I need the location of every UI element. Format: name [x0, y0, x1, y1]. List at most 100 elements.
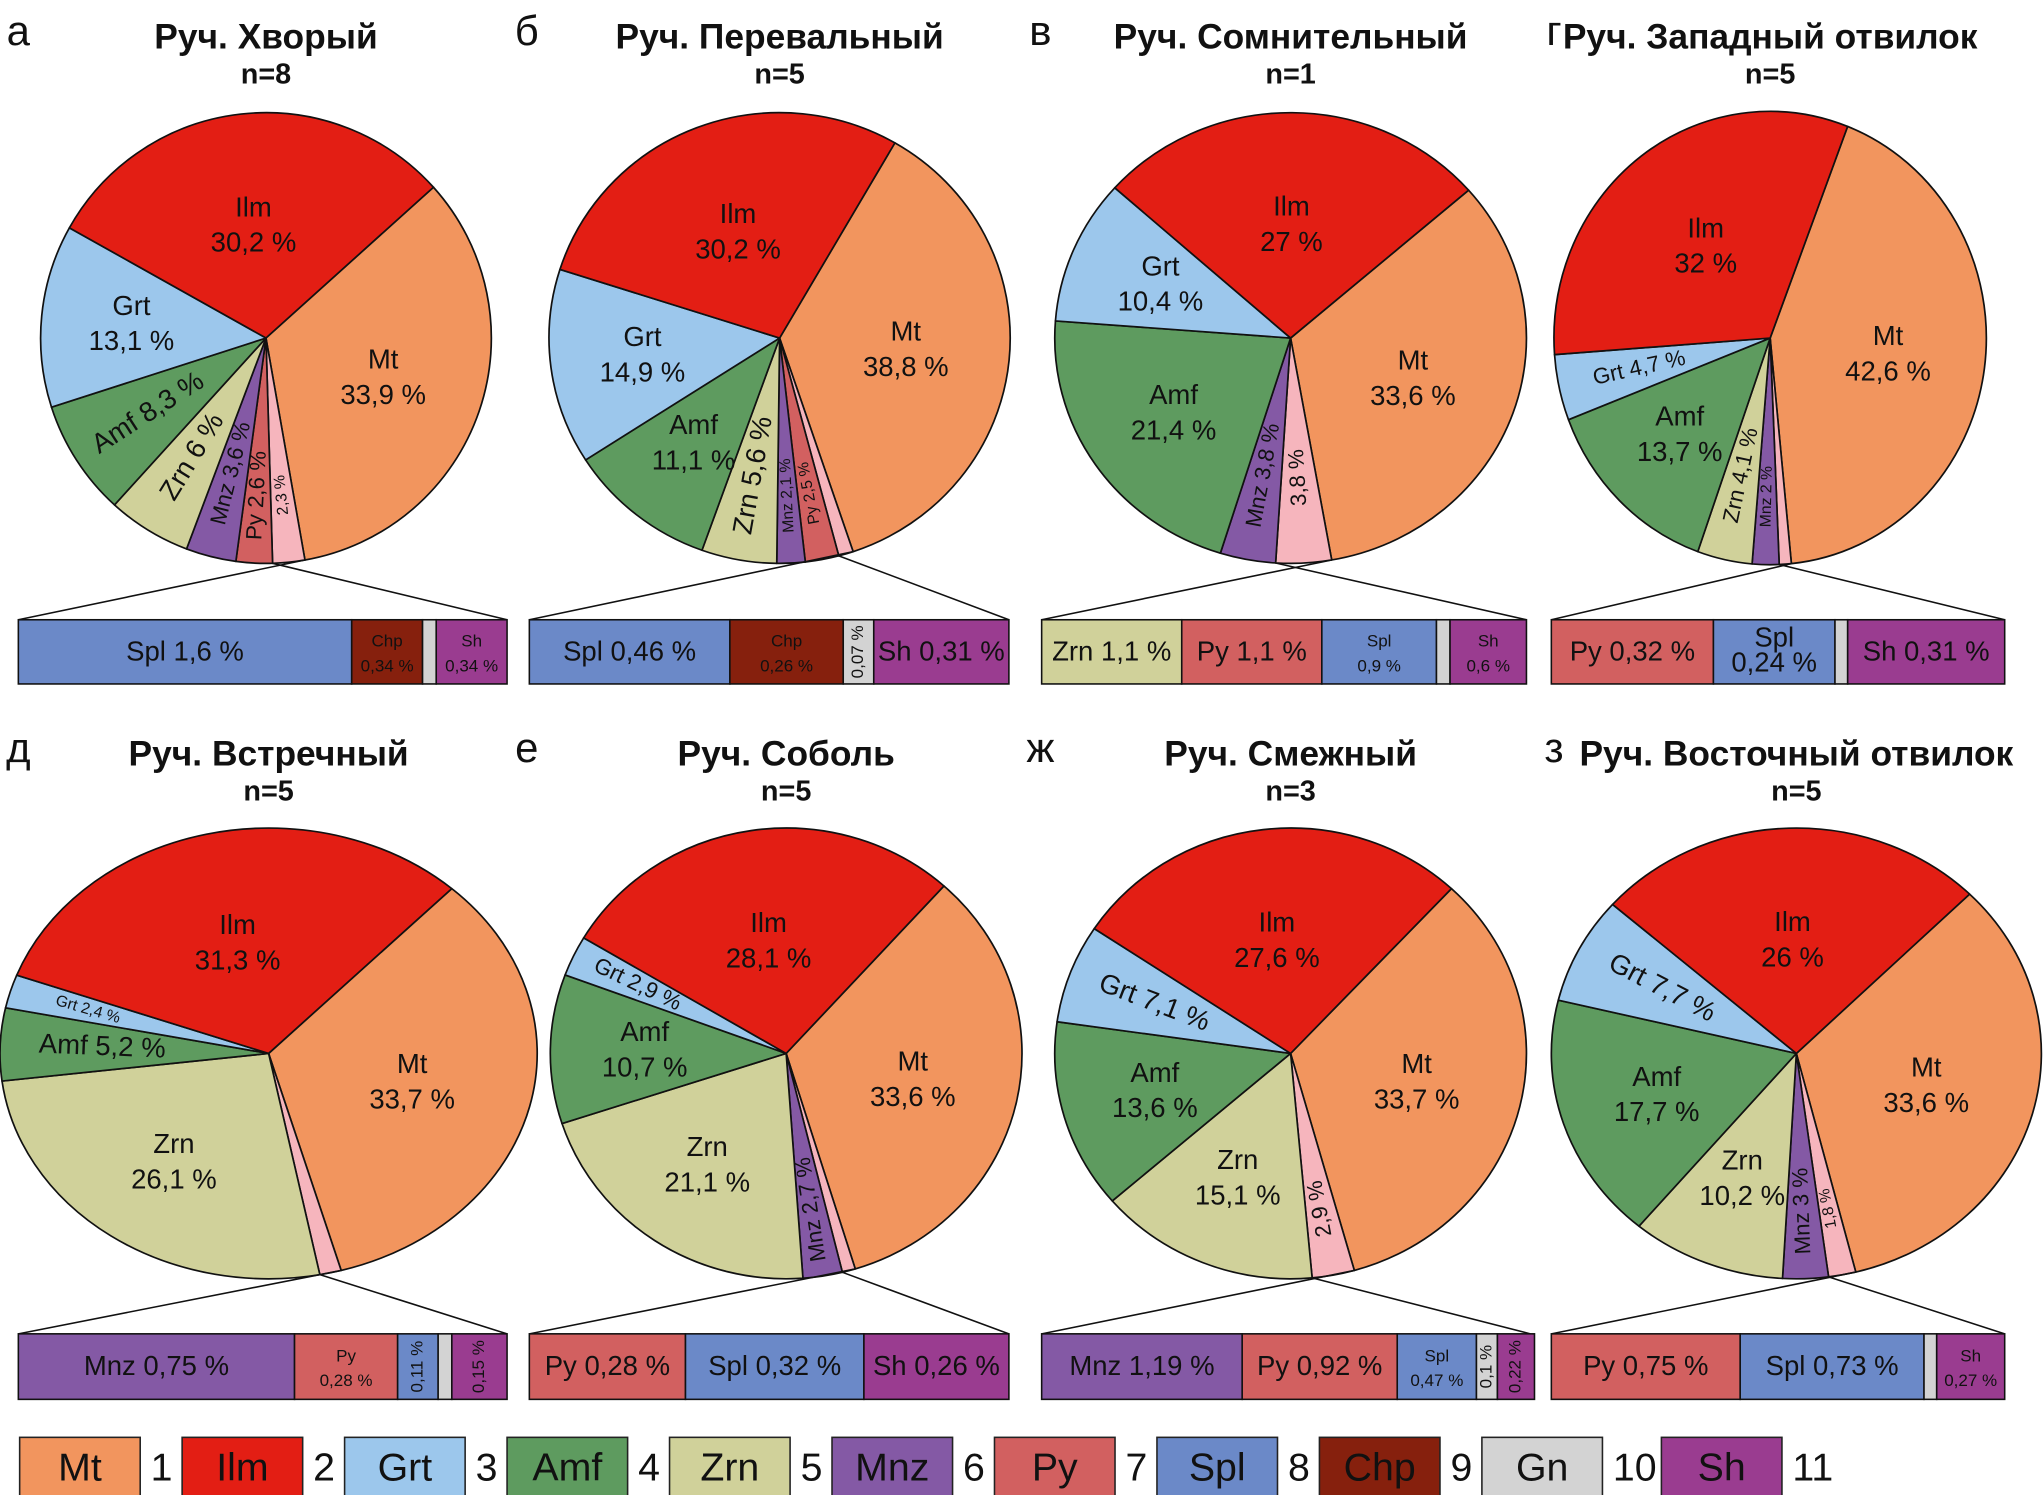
pie-slice-ilm	[1113, 111, 1470, 339]
slice-label: Mt 33,6 %	[1370, 345, 1456, 411]
bar-segment-label: Chp 0,26 %	[760, 632, 813, 676]
bar-segment-gn	[437, 1333, 453, 1401]
slice-label-value: 28,1 %	[726, 943, 812, 974]
connector-line-right	[1311, 1277, 1531, 1335]
slice-label-name: Mt	[1873, 320, 1904, 351]
bar-segment-label: Spl 0,46 %	[563, 635, 696, 666]
connector-line-left	[529, 550, 854, 621]
pie-slice-amf	[584, 337, 781, 552]
breakdown-bar: Spl 0,46 % Chp 0,26 % 0,07 % Sh 0,31 %	[528, 550, 1010, 685]
bar-label-line: 0,6 %	[1466, 657, 1510, 676]
connector-line-right	[319, 1273, 508, 1335]
slice-label: Mt 42,6 %	[1845, 320, 1931, 386]
pie-slice-ilm	[1093, 827, 1453, 1055]
bar-segment-sh	[1449, 618, 1528, 685]
pie-slice-grt	[1557, 903, 1798, 1055]
legend-number: 2	[313, 1445, 335, 1489]
legend-item-chp: Chp 9	[1318, 1436, 1472, 1495]
pie-slice-ilm	[582, 827, 945, 1055]
legend-label: Py	[1032, 1445, 1078, 1489]
slice-label-name: Ilm	[720, 198, 757, 229]
slice-label-name: Mt	[397, 1048, 428, 1079]
bar-segment-mnz	[1040, 1333, 1243, 1401]
panel-title: Руч. Встречный	[129, 734, 409, 773]
bar-segment-label: Sh 0,6 %	[1466, 632, 1510, 676]
bar-label-line: 0,34 %	[361, 657, 414, 676]
slice-label-name: Amf	[1130, 1057, 1179, 1088]
breakdown-bar: Zrn 1,1 % Py 1,1 % Spl 0,9 % Sh 0,6 %	[1040, 559, 1528, 685]
slice-label-value: 17,7 %	[1614, 1096, 1700, 1127]
slice-label-value: 10,7 %	[602, 1051, 688, 1082]
bar-segment-label: Sh 0,31 %	[878, 635, 1005, 666]
bar-label-line: Spl	[1367, 632, 1392, 651]
slice-label-name: Grt	[112, 290, 151, 321]
pie-slice-mt	[265, 186, 493, 561]
connector-line-left	[18, 1269, 342, 1335]
legend-swatch	[831, 1436, 954, 1495]
slice-label: Grt 13,1 %	[89, 290, 175, 356]
slice-label-name: Amf	[1632, 1061, 1681, 1092]
bar-segment-label: Py 0,92 %	[1257, 1350, 1382, 1381]
bar-label-line: Spl	[1754, 622, 1794, 653]
bar-segment-label: Spl 0,24 %	[1731, 622, 1817, 678]
connector-line-left	[1041, 1269, 1355, 1335]
slice-label-name: Ilm	[219, 909, 256, 940]
bar-segment-gn	[421, 618, 438, 685]
slice-label: Grt 14,9 %	[600, 321, 686, 387]
slice-label-name: Ilm	[1687, 212, 1724, 243]
panel-title: Руч. Смежный	[1164, 734, 1417, 773]
bar-segment-label: Py 0,75 %	[1583, 1350, 1708, 1381]
bar-label-line: 0,47 %	[1410, 1371, 1463, 1390]
slice-label-name: Mt	[891, 316, 922, 347]
slice-label: Mt 33,7 %	[369, 1048, 455, 1114]
panel-sample-count: n=1	[1265, 59, 1315, 91]
pie-slice-ilm	[68, 111, 435, 339]
slice-label-value: 21,1 %	[664, 1166, 750, 1197]
connector-line-right	[1275, 562, 1527, 621]
panel-sample-count: n=8	[241, 59, 291, 91]
pie-slice-mt	[778, 142, 1012, 553]
slice-label: Grt 10,4 %	[1118, 250, 1204, 316]
connector-line-right	[1779, 563, 2005, 621]
slice-label-value: 30,2 %	[211, 227, 297, 258]
slice-label-value: 42,6 %	[1845, 355, 1931, 386]
bar-segment-spl	[1739, 1333, 1925, 1401]
legend-item-ilm: Ilm 2	[181, 1436, 335, 1495]
legend: Mt 1 Ilm 2 Grt 3 Amf 4 Zrn 5 Mnz 6 Py 7 Spl 8 Chp 9 Gn 10 Sh…	[18, 1436, 1833, 1495]
slice-label: Mt 33,7 %	[1374, 1048, 1460, 1114]
bar-segment-label: Py 1,1 %	[1197, 635, 1307, 666]
slice-label-value: 13,6 %	[1112, 1092, 1198, 1123]
slice-label-value: 10,2 %	[1699, 1180, 1785, 1211]
slice-label: Mnz 2 %	[1758, 466, 1776, 528]
slice-label: Zrn 21,1 %	[664, 1131, 750, 1197]
bar-segment-py	[1241, 1333, 1399, 1401]
panel-letter: в	[1029, 7, 1051, 54]
slice-label: Ilm 27 %	[1260, 191, 1323, 257]
connector-line-right	[1828, 1276, 2005, 1335]
legend-label: Mt	[58, 1445, 102, 1489]
legend-item-zrn: Zrn 5	[668, 1436, 822, 1495]
connector-line-left	[1041, 559, 1332, 621]
slice-label: Mnz 3 %	[1787, 1167, 1815, 1255]
legend-swatch	[993, 1436, 1116, 1495]
bar-segment-label: Sh 0,31 %	[1863, 635, 1990, 666]
connector-line-right	[842, 1271, 1010, 1335]
slice-label: Mt 33,6 %	[870, 1045, 956, 1111]
slice-label: Ilm 28,1 %	[726, 907, 812, 973]
slice-label: Zrn 10,2 %	[1699, 1144, 1785, 1210]
bar-segment-label: Sh 0,27 %	[1944, 1346, 1997, 1390]
slice-label-value: 14,9 %	[600, 356, 686, 387]
pie-slice-mt	[1769, 125, 1988, 565]
bar-segment-sh	[451, 1333, 508, 1401]
slice-label: Zrn 15,1 %	[1195, 1144, 1281, 1210]
panel-title: Руч. Соболь	[677, 734, 894, 773]
bar-segment-py	[1180, 618, 1323, 685]
bar-label-line: Sh	[461, 632, 482, 651]
pie-slice-zrn	[561, 1052, 804, 1280]
legend-label: Amf	[532, 1445, 602, 1489]
legend-item-spl: Spl 8	[1156, 1436, 1310, 1495]
slice-label: Ilm 26 %	[1761, 906, 1824, 972]
